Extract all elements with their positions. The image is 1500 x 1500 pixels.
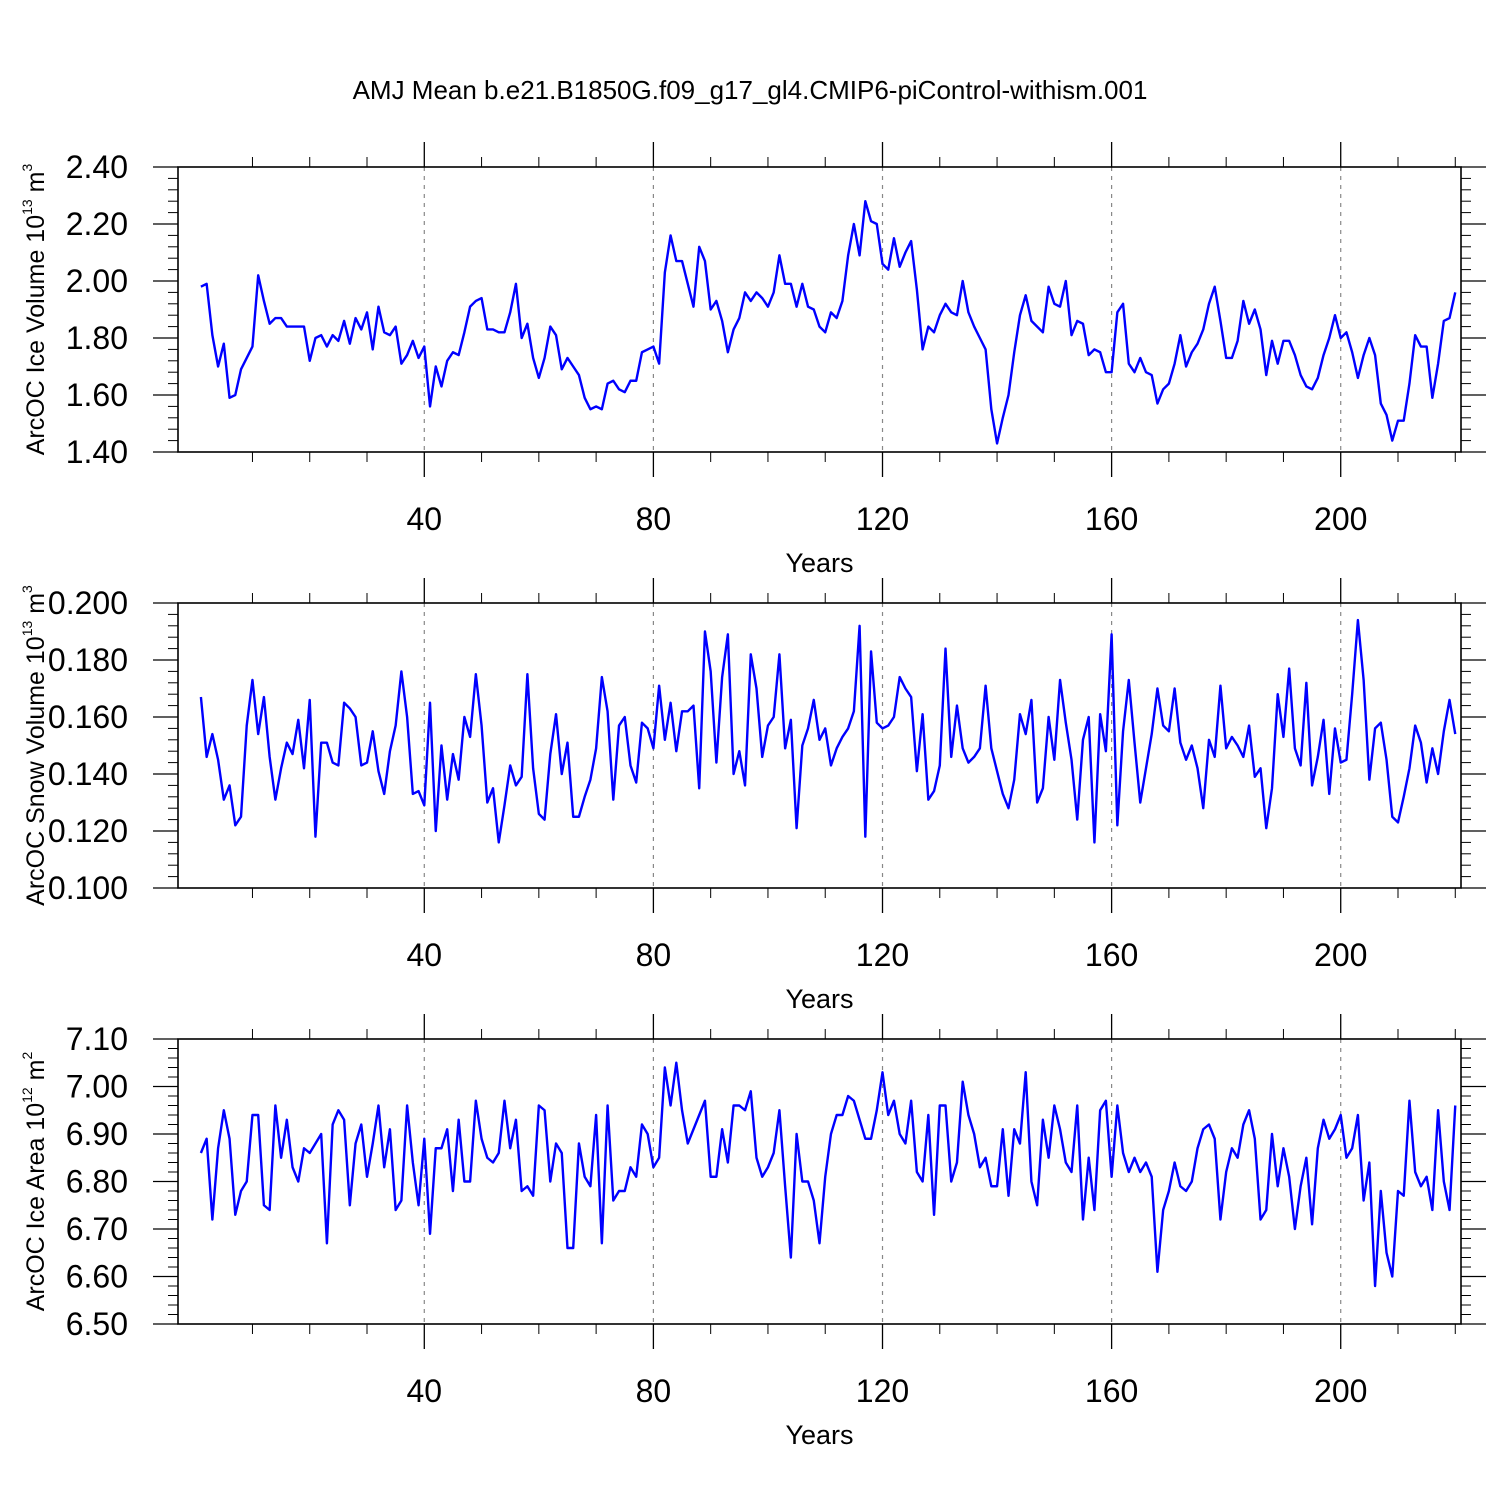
x-tick-label: 80 <box>636 1373 672 1409</box>
chart-title: AMJ Mean b.e21.B1850G.f09_g17_gl4.CMIP6-… <box>353 75 1148 105</box>
chart-panel-1: 40 80 120 160 200 1.40 1.60 1.80 2.00 2.20 2.40 Yea… <box>19 142 1486 578</box>
chart-panel-2: 40 80 120 160 200 0.100 0.120 0.140 0.160 0.180 0.… <box>19 578 1486 1014</box>
y-axis-label-superscript: 12 <box>19 1087 35 1103</box>
x-axis-label: Years <box>785 984 853 1014</box>
y-axis-label-superscript: 13 <box>19 621 35 637</box>
y-tick-label: 7.10 <box>66 1021 128 1057</box>
y-tick-label: 0.120 <box>48 813 128 849</box>
y-axis-label-superscript: 3 <box>19 164 35 172</box>
x-axis-label: Years <box>785 548 853 578</box>
y-tick-label: 0.140 <box>48 756 128 792</box>
y-tick-label: 2.40 <box>66 149 128 185</box>
x-axis-label: Years <box>785 1420 853 1450</box>
y-tick-label: 7.00 <box>66 1069 128 1105</box>
y-tick-label: 0.160 <box>48 699 128 735</box>
y-axis-label-part: ArcOC Ice Area 10 <box>22 1103 50 1311</box>
x-tick-label: 80 <box>636 937 672 973</box>
x-tick-label: 200 <box>1314 1373 1367 1409</box>
y-tick-label: 0.100 <box>48 870 128 906</box>
x-tick-label: 80 <box>636 501 672 537</box>
y-tick-label: 1.80 <box>66 320 128 356</box>
y-axis-label-superscript: 2 <box>19 1052 35 1060</box>
x-tick-label: 40 <box>406 1373 442 1409</box>
x-tick-label: 160 <box>1085 937 1138 973</box>
y-axis-label-part: m <box>22 1060 50 1088</box>
y-axis-label-superscript: 13 <box>19 199 35 215</box>
plot-frame <box>177 602 1462 889</box>
y-tick-label: 1.40 <box>66 434 128 470</box>
x-tick-label: 160 <box>1085 501 1138 537</box>
data-series-line <box>200 199 1457 445</box>
y-tick-label: 6.60 <box>66 1259 128 1295</box>
data-series-line <box>199 618 1457 844</box>
x-tick-label: 40 <box>406 501 442 537</box>
y-axis-label: ArcOC Ice Volume 1013 m3 <box>19 164 50 456</box>
y-tick-label: 6.50 <box>66 1306 128 1342</box>
y-tick-label: 6.70 <box>66 1211 128 1247</box>
plot-frame <box>177 166 1462 453</box>
x-tick-label: 40 <box>406 937 442 973</box>
y-tick-label: 6.80 <box>66 1164 128 1200</box>
y-tick-label: 0.180 <box>48 642 128 678</box>
y-axis-label-superscript: 3 <box>19 585 35 593</box>
data-series-line <box>199 1061 1457 1288</box>
x-tick-label: 120 <box>856 937 909 973</box>
y-axis-label-part: ArcOC Ice Volume 10 <box>22 215 50 455</box>
y-tick-label: 0.200 <box>48 585 128 621</box>
x-tick-label: 200 <box>1314 501 1367 537</box>
y-axis-label: ArcOC Snow Volume 1013 m3 <box>19 585 50 906</box>
y-axis-label-part: m <box>22 593 50 621</box>
y-tick-label: 1.60 <box>66 377 128 413</box>
y-axis-label: ArcOC Ice Area 1012 m2 <box>19 1052 50 1312</box>
chart-panel-3: 40 80 120 160 200 6.50 6.60 6.70 6.80 6.90 7.00 7.1… <box>19 1014 1486 1450</box>
x-tick-label: 120 <box>856 501 909 537</box>
y-axis-label-part: ArcOC Snow Volume 10 <box>22 636 50 906</box>
x-tick-label: 120 <box>856 1373 909 1409</box>
x-tick-label: 160 <box>1085 1373 1138 1409</box>
x-tick-label: 200 <box>1314 937 1367 973</box>
y-tick-label: 2.00 <box>66 263 128 299</box>
y-tick-label: 2.20 <box>66 206 128 242</box>
y-axis-label-part: m <box>22 172 50 200</box>
y-tick-label: 6.90 <box>66 1116 128 1152</box>
